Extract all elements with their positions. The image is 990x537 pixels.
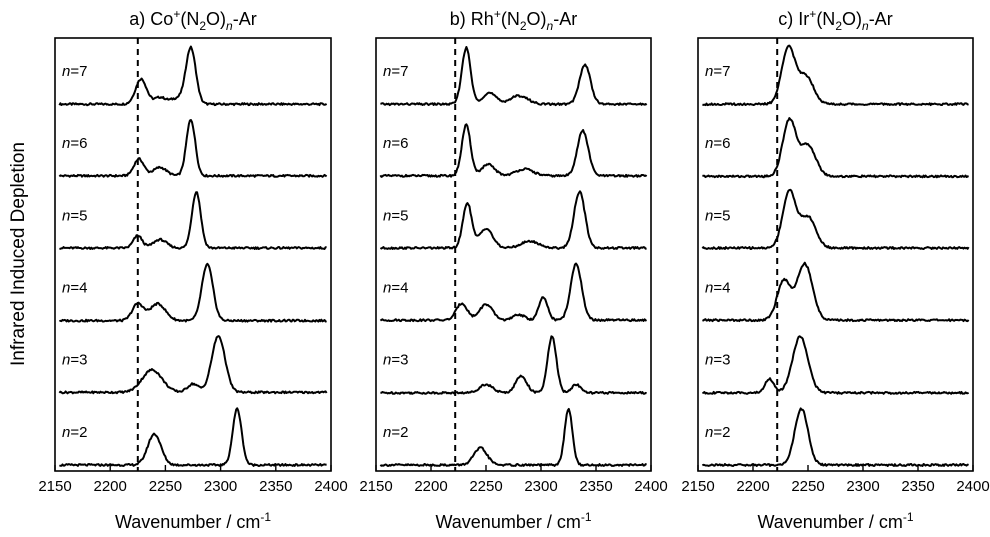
trace-label: n=5 <box>62 207 87 224</box>
spectrum-trace-n4 <box>59 262 327 323</box>
spectrum-trace-n3 <box>380 335 647 395</box>
spectrum-trace-n5 <box>379 190 647 250</box>
spectrum-trace-n6 <box>58 119 328 178</box>
spectrum-trace-n5 <box>701 188 970 250</box>
x-tick-label: 2150 <box>681 478 714 495</box>
panel-title: a) Co+(N2O)n-Ar <box>129 7 256 33</box>
trace-label: n=4 <box>705 280 730 297</box>
y-axis-label: Infrared Induced Depletion <box>8 142 29 366</box>
spectrum-trace-n7 <box>58 45 328 107</box>
x-tick-label: 2150 <box>359 478 392 495</box>
trace-label: n=7 <box>705 63 730 80</box>
panel-1: a) Co+(N2O)n-Ar 2150 2200 2250 2300 2350 2400 W… <box>38 7 347 532</box>
trace-label: n=3 <box>383 352 408 369</box>
spectrum-trace-n3 <box>702 335 970 395</box>
x-tick-label: 2300 <box>204 478 237 495</box>
panel-2: b) Rh+(N2O)n-Ar 2150 2200 2250 2300 2350 2400 W… <box>359 7 667 532</box>
spectrum-trace-n4 <box>379 262 647 323</box>
x-tick-label: 2350 <box>901 478 934 495</box>
trace-label: n=3 <box>705 352 730 369</box>
x-tick-label: 2350 <box>579 478 612 495</box>
spectrum-trace-n4 <box>702 261 970 323</box>
x-tick-label: 2200 <box>736 478 769 495</box>
spectrum-trace-n2 <box>59 407 327 467</box>
x-tick-label: 2350 <box>259 478 292 495</box>
x-tick-label: 2200 <box>94 478 127 495</box>
plot-frame <box>375 37 652 472</box>
panel-3: c) Ir+(N2O)n-Ar 2150 2200 2250 2300 2350 2400 W… <box>681 7 989 532</box>
x-tick-label: 2250 <box>791 478 824 495</box>
spectrum-trace-n3 <box>58 335 328 395</box>
spectrum-trace-n5 <box>59 191 327 250</box>
plot-frame <box>54 37 332 472</box>
plot-frame <box>697 37 974 472</box>
x-tick-label: 2200 <box>414 478 447 495</box>
trace-label: n=7 <box>62 63 87 80</box>
trace-label: n=3 <box>62 352 87 369</box>
x-tick-label: 2300 <box>524 478 557 495</box>
x-tick-label: 2400 <box>956 478 989 495</box>
x-tick-label: 2300 <box>846 478 879 495</box>
trace-label: n=6 <box>62 135 87 152</box>
spectrum-trace-n7 <box>380 46 648 107</box>
panel-title: c) Ir+(N2O)n-Ar <box>778 7 892 33</box>
x-axis-label: Wavenumber / cm-1 <box>115 510 271 532</box>
x-tick-label: 2250 <box>149 478 182 495</box>
spectrum-trace-n2 <box>701 407 969 467</box>
x-tick-label: 2150 <box>38 478 71 495</box>
trace-label: n=5 <box>383 207 408 224</box>
trace-label: n=2 <box>383 424 408 441</box>
x-axis-label: Wavenumber / cm-1 <box>757 510 913 532</box>
x-tick-label: 2250 <box>469 478 502 495</box>
spectrum-trace-n2 <box>379 407 647 467</box>
trace-label: n=2 <box>705 424 730 441</box>
trace-label: n=6 <box>705 135 730 152</box>
trace-label: n=4 <box>62 280 87 297</box>
x-tick-label: 2400 <box>634 478 667 495</box>
spectrum-trace-n7 <box>702 44 969 107</box>
trace-label: n=7 <box>383 63 408 80</box>
trace-label: n=5 <box>705 207 730 224</box>
x-axis-label: Wavenumber / cm-1 <box>435 510 591 532</box>
spectrum-trace-n6 <box>379 123 648 178</box>
trace-label: n=2 <box>62 424 87 441</box>
x-tick-label: 2400 <box>314 478 347 495</box>
spectrum-trace-n6 <box>702 117 970 179</box>
panel-title: b) Rh+(N2O)n-Ar <box>450 7 577 33</box>
trace-label: n=6 <box>383 135 408 152</box>
trace-label: n=4 <box>383 280 408 297</box>
